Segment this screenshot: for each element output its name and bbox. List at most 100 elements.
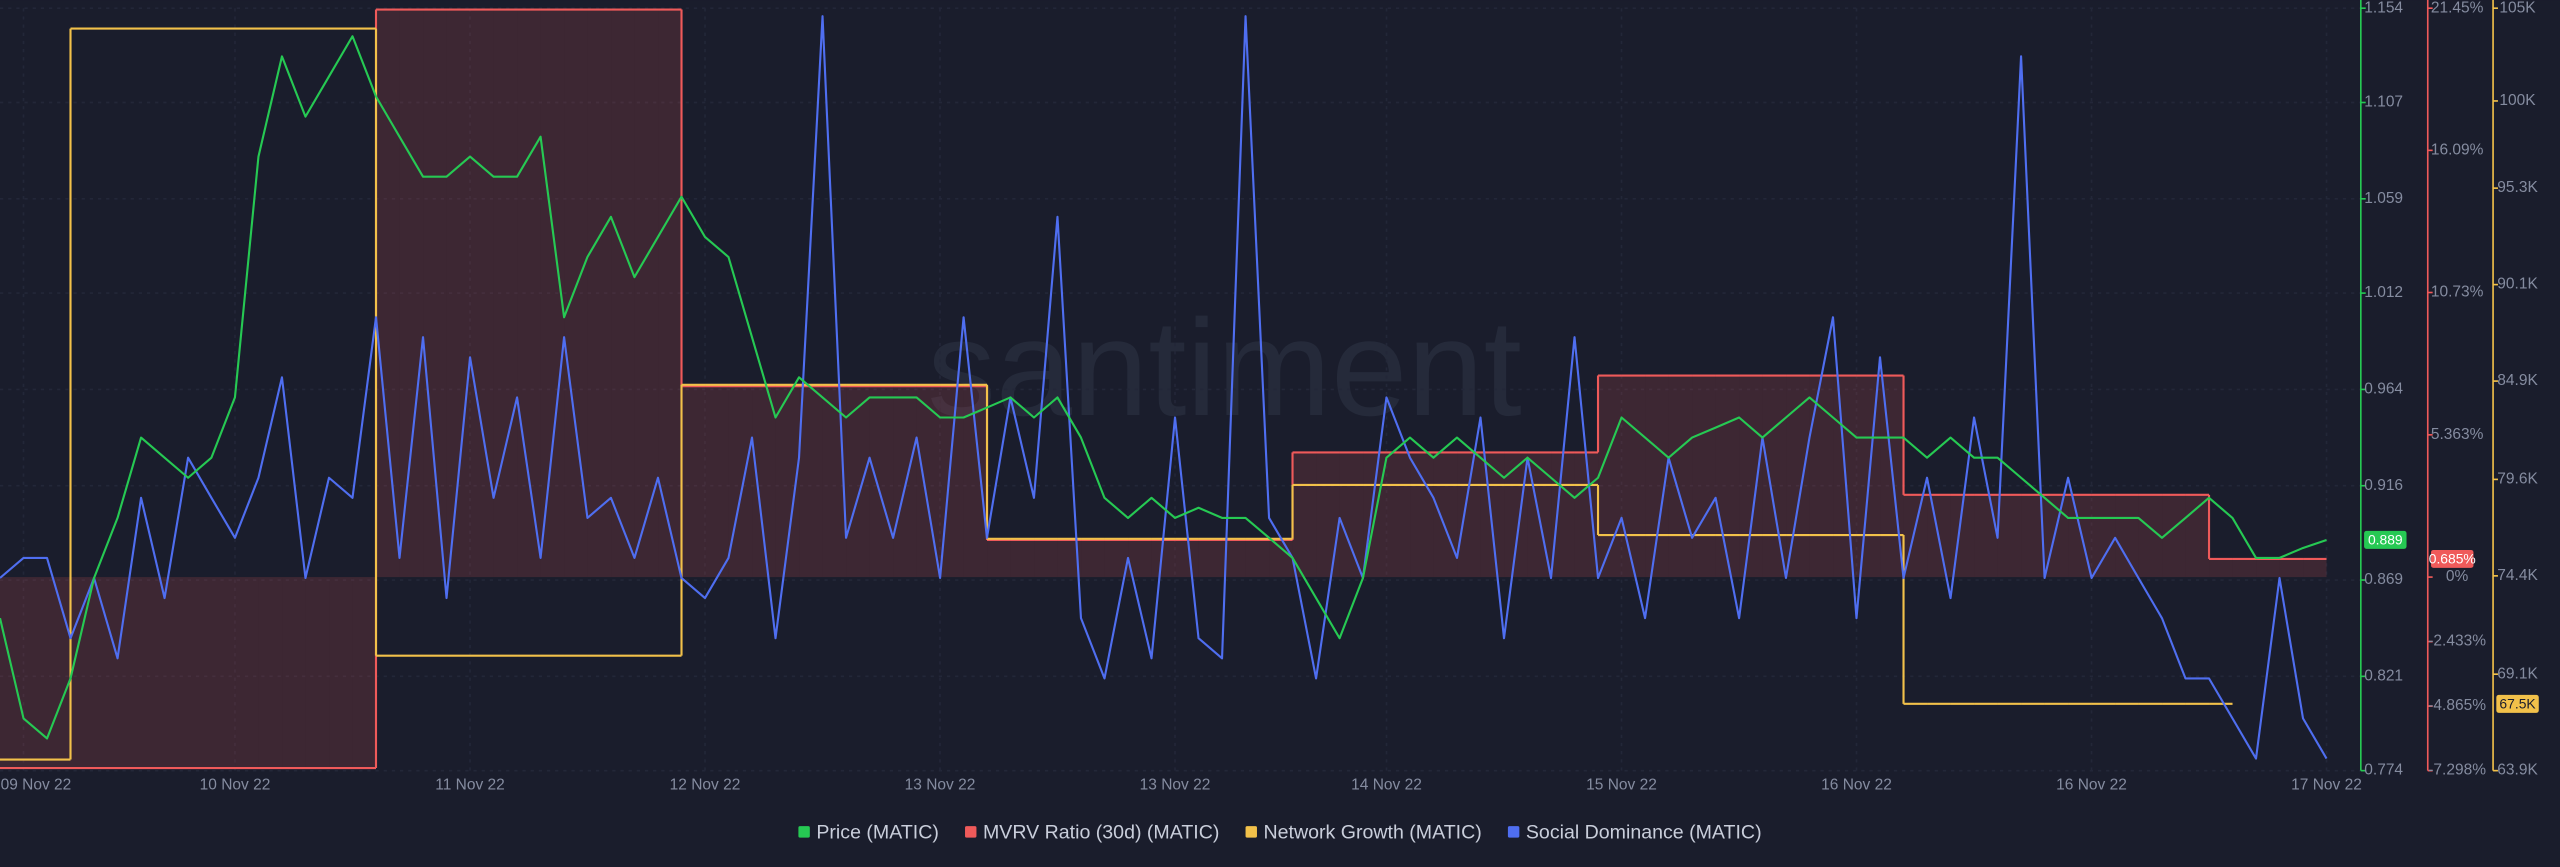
series-area [2256,558,2280,578]
y-tick-label: 84.9K [2497,372,2538,389]
series-area [846,386,870,578]
series-area [2279,558,2304,578]
series-area [141,577,165,769]
legend-swatch [1245,826,1257,838]
x-tick-label: 16 Nov 22 [2056,776,2127,793]
x-tick-label: 09 Nov 22 [1,776,72,793]
series-area [728,386,753,578]
series-area [1410,452,1434,578]
y-tick-label: 1.059 [2364,190,2403,207]
series-area [987,539,1011,578]
series-area [2115,494,2139,578]
y-tick-label: 0.916 [2364,477,2403,494]
series-area [2162,494,2186,578]
series-area [1786,375,1810,578]
series-area [1010,539,1035,578]
series-area [1433,452,1458,578]
series-area [329,577,353,769]
last-value-badge: 0.889 [2364,530,2407,549]
series-area [1457,452,1481,578]
series-area [1128,539,1152,578]
series-area [1245,539,1270,578]
series-area [423,9,447,578]
series-area [470,9,494,578]
y-tick-label: 63.9K [2497,762,2538,779]
y-tick-label: 21.45% [2431,0,2484,16]
x-tick-label: 17 Nov 22 [2291,776,2362,793]
x-tick-label: 15 Nov 22 [1586,776,1657,793]
series-area [752,386,776,578]
y-tick-label: 1.107 [2364,94,2403,111]
x-tick-label: 12 Nov 22 [670,776,741,793]
series-area [1809,375,1834,578]
series-area [775,386,800,578]
series-area [305,577,330,769]
series-area [681,386,706,578]
badge-bg [2431,549,2474,568]
series-area [658,9,682,578]
series-line [0,15,2328,760]
legend-swatch [798,826,810,838]
badge-label: 67.5K [2499,695,2536,711]
y-tick-label: 0.774 [2364,762,2403,779]
series-area [822,386,847,578]
series-area [47,577,71,769]
legend-swatch [965,826,977,838]
series-area [893,386,917,578]
series-area [1645,375,1669,578]
series-area [1480,452,1505,578]
series-area [1057,539,1082,578]
series-area [117,577,142,769]
last-value-badge: 0.685% [2429,549,2476,568]
series-area [1692,375,1716,578]
x-tick-label: 11 Nov 22 [435,776,505,793]
series-area [1034,539,1058,578]
x-tick-label: 13 Nov 22 [905,776,976,793]
series-area [2185,494,2210,578]
y-tick-label: 10.73% [2431,284,2484,301]
badge-label: 0.889 [2368,531,2403,547]
series-area [799,386,823,578]
y-tick-label: 0.869 [2364,571,2403,588]
series-area [1621,375,1646,578]
series-area [1292,452,1317,578]
y-tick-label: 0.821 [2364,667,2403,684]
x-tick-label: 10 Nov 22 [200,776,271,793]
x-tick-label: 16 Nov 22 [1821,776,1892,793]
series-area [1762,375,1787,578]
series-area [1574,452,1599,578]
series-area [1222,539,1246,578]
y-tick-label: -7.298% [2428,762,2486,779]
series-area [1974,494,1998,578]
series-area [916,386,941,578]
series-area [1175,539,1199,578]
series-area [2021,494,2045,578]
legend: Price (MATIC) MVRV Ratio (30d) (MATIC) Net… [798,822,1762,844]
series-area [258,577,283,769]
series-area [705,386,729,578]
series-area [23,577,48,769]
series-area [1386,452,1411,578]
series-area [1715,375,1740,578]
x-tick-label: 13 Nov 22 [1140,776,1211,793]
legend-label: Price (MATIC) [816,822,939,844]
legend-label: Social Dominance (MATIC) [1526,822,1762,844]
y-tick-label: 0.964 [2364,381,2403,398]
series-area [2138,494,2163,578]
series-area [587,9,612,578]
y-tick-label: 16.09% [2431,141,2484,158]
series-area [2232,558,2257,578]
y-tick-label: 5.363% [2431,426,2484,443]
series-area [517,9,541,578]
series-area [376,9,400,578]
series-area [1339,452,1364,578]
legend-swatch [1507,826,1520,838]
series-area [1104,539,1129,578]
y-tick-label: -4.865% [2428,697,2486,714]
x-tick-label: 14 Nov 22 [1351,776,1422,793]
legend-label: MVRV Ratio (30d) (MATIC) [983,822,1219,844]
watermark: santiment [927,292,1521,445]
series-line [0,35,2327,740]
series-area [1316,452,1340,578]
